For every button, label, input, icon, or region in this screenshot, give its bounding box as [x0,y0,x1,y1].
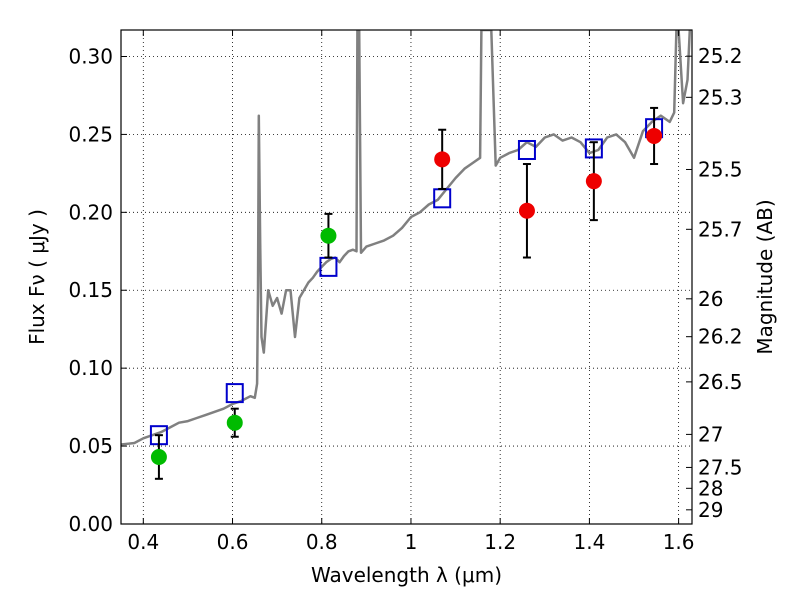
y-tick-label: 0.15 [68,278,113,302]
right-tick-label: 25.3 [698,85,743,109]
right-tick-label: 29 [698,498,723,522]
nir-data-point [585,173,602,190]
model-photometry-square [225,383,244,404]
y-axis-title: Flux Fν ( μJy ) [25,209,49,345]
optical-data-point [226,414,243,431]
right-tick-label: 25.2 [698,44,743,68]
x-tick-label: 1 [405,530,418,554]
x-tick-label: 1.6 [663,530,695,554]
plot-area [121,30,692,480]
y-tick-label: 0.05 [68,434,113,458]
x-axis-title: Wavelength λ (μm) [311,563,502,587]
x-tick-label: 0.6 [217,530,249,554]
y-tick-label: 0.20 [68,200,113,224]
axis-ticks: 0.4 0.6 0.8 1 1.2 1.4 1.6 0.00 0.05 0.10 0.15 0.20 0… [68,30,743,554]
nir-data-point [646,127,663,144]
x-tick-label: 1.2 [484,530,516,554]
plot-frame [120,29,693,525]
model-photometry-square [517,139,536,160]
right-axis-title: Magnitude (AB) [753,199,777,354]
spectrum-line [121,30,692,446]
nir-data-point [434,151,451,168]
x-tick-label: 1.4 [573,530,605,554]
right-tick-label: 26.5 [698,370,743,394]
right-tick-label: 26.2 [698,325,743,349]
x-tick-label: 0.8 [306,530,338,554]
right-tick-label: 27.5 [698,455,743,479]
optical-data-point [150,448,167,465]
right-tick-label: 26 [698,287,723,311]
y-tick-label: 0.10 [68,356,113,380]
y-tick-label: 0.25 [68,122,113,146]
x-tick-label: 0.4 [127,530,159,554]
y-tick-label: 0.30 [68,44,113,68]
right-tick-label: 25.5 [698,157,743,181]
grid [121,30,692,525]
y-tick-label: 0.00 [68,512,113,536]
optical-data-point [320,227,337,244]
right-tick-label: 25.7 [698,217,743,241]
right-tick-label: 28 [698,476,723,500]
right-tick-label: 27 [698,422,723,446]
model-photometry-square [433,188,452,209]
nir-data-point [518,202,535,219]
